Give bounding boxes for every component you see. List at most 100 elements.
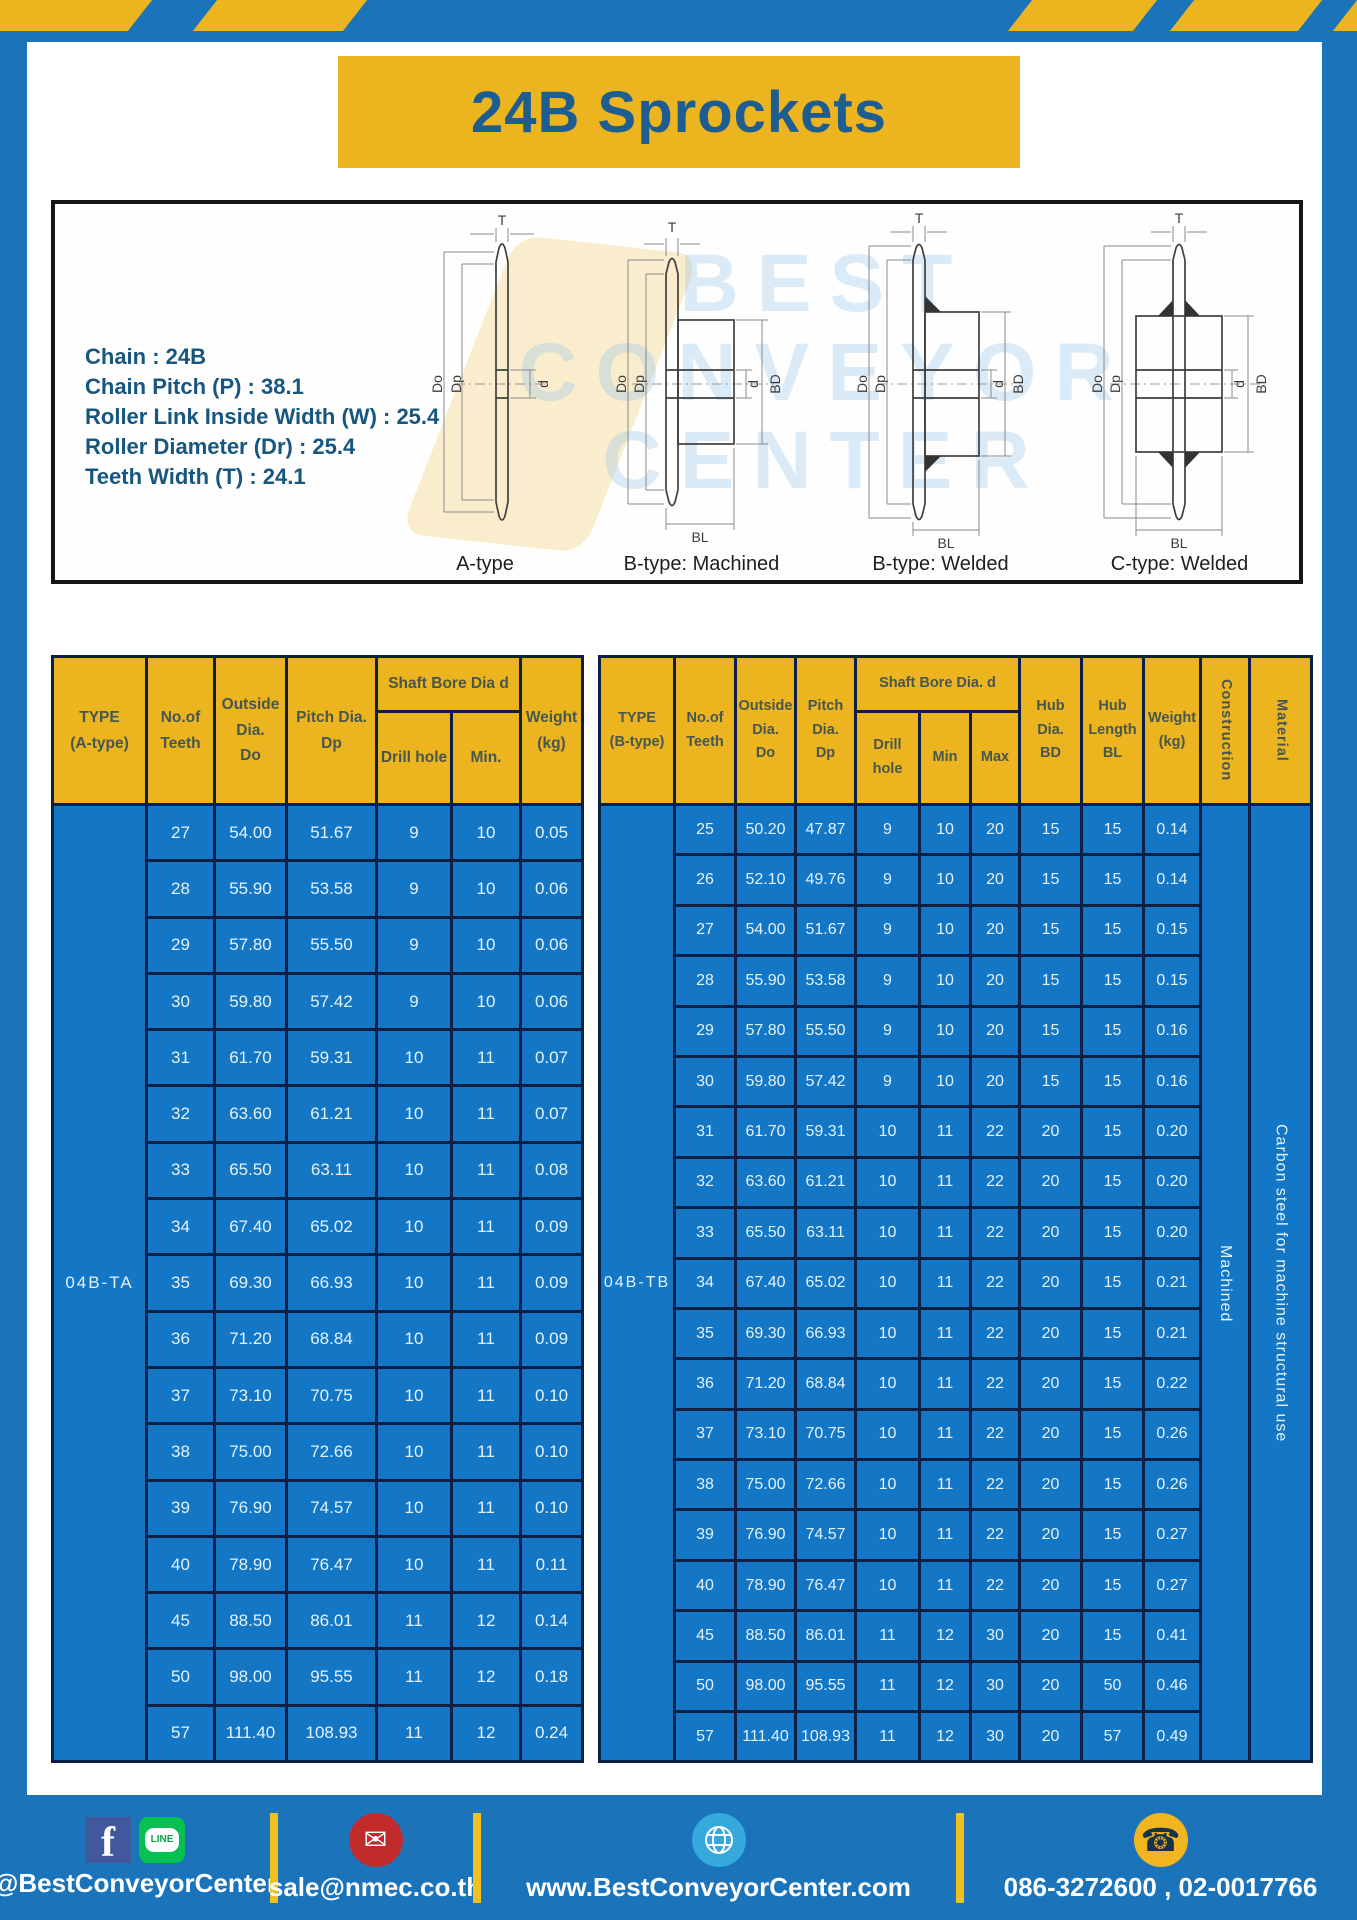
- type-label: 04B-TA: [51, 802, 148, 1764]
- data-cell: 15: [1080, 1054, 1145, 1109]
- data-cell: 111.40: [213, 1703, 288, 1764]
- header-outside-dia: Outside Dia. Do: [734, 655, 797, 806]
- data-cell: 70.75: [285, 1365, 378, 1426]
- phone-icon[interactable]: ☎: [1133, 1812, 1188, 1867]
- data-cell: 0.21: [1142, 1306, 1202, 1361]
- data-cell: 0.10: [519, 1365, 585, 1426]
- line-icon[interactable]: LINE: [139, 1816, 185, 1863]
- figure-caption: B-type: Machined: [623, 553, 780, 575]
- phone-numbers[interactable]: 086-3272600 , 02-0017766: [1003, 1871, 1318, 1902]
- data-cell: 55.50: [285, 915, 378, 975]
- data-cell: 10: [854, 1256, 921, 1310]
- data-cell: 15: [1080, 1004, 1145, 1058]
- website-url[interactable]: www.BestConveyorCenter.com: [526, 1871, 911, 1902]
- data-cell: 30: [145, 971, 216, 1032]
- data-cell: 11: [449, 1140, 523, 1201]
- data-cell: 11: [918, 1558, 972, 1613]
- data-cell: 30: [969, 1609, 1021, 1663]
- data-cell: 15: [1018, 1004, 1083, 1058]
- data-cell: 67.40: [213, 1197, 288, 1257]
- data-cell: 9: [375, 802, 453, 863]
- data-cell: 10: [449, 802, 523, 863]
- data-cell: 75.00: [213, 1422, 288, 1482]
- data-cell: 11: [449, 1309, 523, 1369]
- watermark-text: BEST CONVEYOR CENTER: [518, 238, 1132, 507]
- data-cell: 22: [969, 1306, 1021, 1361]
- facebook-icon[interactable]: f: [85, 1816, 131, 1864]
- data-cell: 0.08: [519, 1140, 585, 1201]
- data-cell: 28: [673, 954, 737, 1008]
- data-cell: 15: [1080, 1508, 1145, 1562]
- data-cell: 73.10: [734, 1407, 797, 1462]
- data-cell: 20: [969, 1054, 1021, 1109]
- data-cell: 108.93: [794, 1710, 857, 1764]
- data-cell: 10: [854, 1206, 921, 1260]
- data-cell: 98.00: [213, 1647, 288, 1707]
- social-handle[interactable]: @BestConveyorCenter: [0, 1867, 277, 1898]
- data-cell: 76.47: [285, 1534, 378, 1595]
- data-cell: 11: [918, 1306, 972, 1361]
- data-cell: 53.58: [285, 859, 378, 919]
- data-cell: 61.21: [794, 1155, 857, 1210]
- table-row: 04B-TA 27 54.00 51.67 9 10 0.05: [51, 802, 585, 1764]
- header-hub-dia: Hub Dia. BD: [1018, 655, 1083, 806]
- table-row: 28 55.90 53.58 9 10 20 15 15 0.15: [600, 954, 1312, 1008]
- data-cell: 20: [1018, 1155, 1083, 1210]
- data-cell: 22: [969, 1458, 1021, 1512]
- table-row: 35 69.30 66.93 10 11 22 20 15 0.21: [600, 1306, 1312, 1361]
- dim-label-bd: BD: [767, 374, 783, 393]
- figure-a-type: Do Dp d T A-type: [400, 212, 570, 576]
- data-cell: 38: [673, 1458, 737, 1512]
- data-cell: 15: [1080, 903, 1145, 958]
- header-pitch-dia: Pitch Dia. Dp: [285, 655, 378, 806]
- data-cell: 11: [449, 1534, 523, 1595]
- data-cell: 15: [1080, 1458, 1145, 1512]
- data-cell: 53.58: [794, 954, 857, 1008]
- figure-caption: A-type: [456, 553, 514, 575]
- hazard-stripe: [1007, 0, 1158, 31]
- data-cell: 10: [375, 1478, 453, 1538]
- data-cell: 10: [854, 1558, 921, 1613]
- table-row: 57 111.40 108.93 11 12 0.24: [53, 1703, 585, 1764]
- data-cell: 57: [145, 1703, 216, 1764]
- sprocket-drawing-b-welded: Do Dp d BD T BL: [854, 212, 1026, 551]
- data-cell: 76.90: [213, 1478, 288, 1538]
- table-row: 37 73.10 70.75 10 11 22 20 15 0.26: [600, 1407, 1312, 1462]
- data-cell: 22: [969, 1508, 1021, 1562]
- data-cell: 11: [375, 1591, 453, 1651]
- table-row: 29 57.80 55.50 9 10 20 15 15 0.16: [600, 1004, 1312, 1058]
- email-icon[interactable]: ✉: [348, 1812, 403, 1867]
- data-cell: 20: [969, 802, 1021, 857]
- data-cell: 33: [673, 1206, 737, 1260]
- data-cell: 11: [449, 1478, 523, 1538]
- data-cell: 11: [449, 1197, 523, 1257]
- data-cell: 20: [1018, 1407, 1083, 1462]
- data-cell: 12: [918, 1609, 972, 1663]
- data-cell: 40: [145, 1534, 216, 1595]
- data-cell: 57.80: [213, 915, 288, 975]
- data-cell: 51.67: [285, 802, 378, 863]
- email-address[interactable]: sale@nmec.co.th: [268, 1871, 483, 1902]
- dim-label-d: d: [990, 380, 1006, 388]
- data-cell: 9: [854, 903, 921, 958]
- table-row: 27 54.00 51.67 9 10 20 15 15 0.15: [600, 903, 1312, 958]
- data-cell: 11: [918, 1458, 972, 1512]
- data-cell: 9: [375, 915, 453, 975]
- globe-glyph: [704, 1825, 733, 1854]
- data-cell: 10: [375, 1309, 453, 1369]
- data-cell: 10: [449, 859, 523, 919]
- data-cell: 0.15: [1142, 903, 1202, 958]
- dim-label-dp: Dp: [448, 375, 464, 393]
- data-cell: 0.06: [519, 971, 585, 1032]
- data-cell: 32: [145, 1084, 216, 1144]
- footer-divider: [956, 1812, 964, 1903]
- top-hazard-band: [0, 0, 1357, 42]
- spec-line: Chain Pitch (P) : 38.1: [85, 374, 304, 399]
- dim-label-bl: BL: [937, 535, 954, 551]
- data-cell: 67.40: [734, 1256, 797, 1310]
- data-cell: 15: [1080, 1155, 1145, 1210]
- globe-icon[interactable]: [691, 1812, 746, 1867]
- header-material: Material: [1248, 655, 1313, 806]
- figure-c-type-welded: Do Dp d BD T BL C-type: Welded: [1072, 212, 1287, 576]
